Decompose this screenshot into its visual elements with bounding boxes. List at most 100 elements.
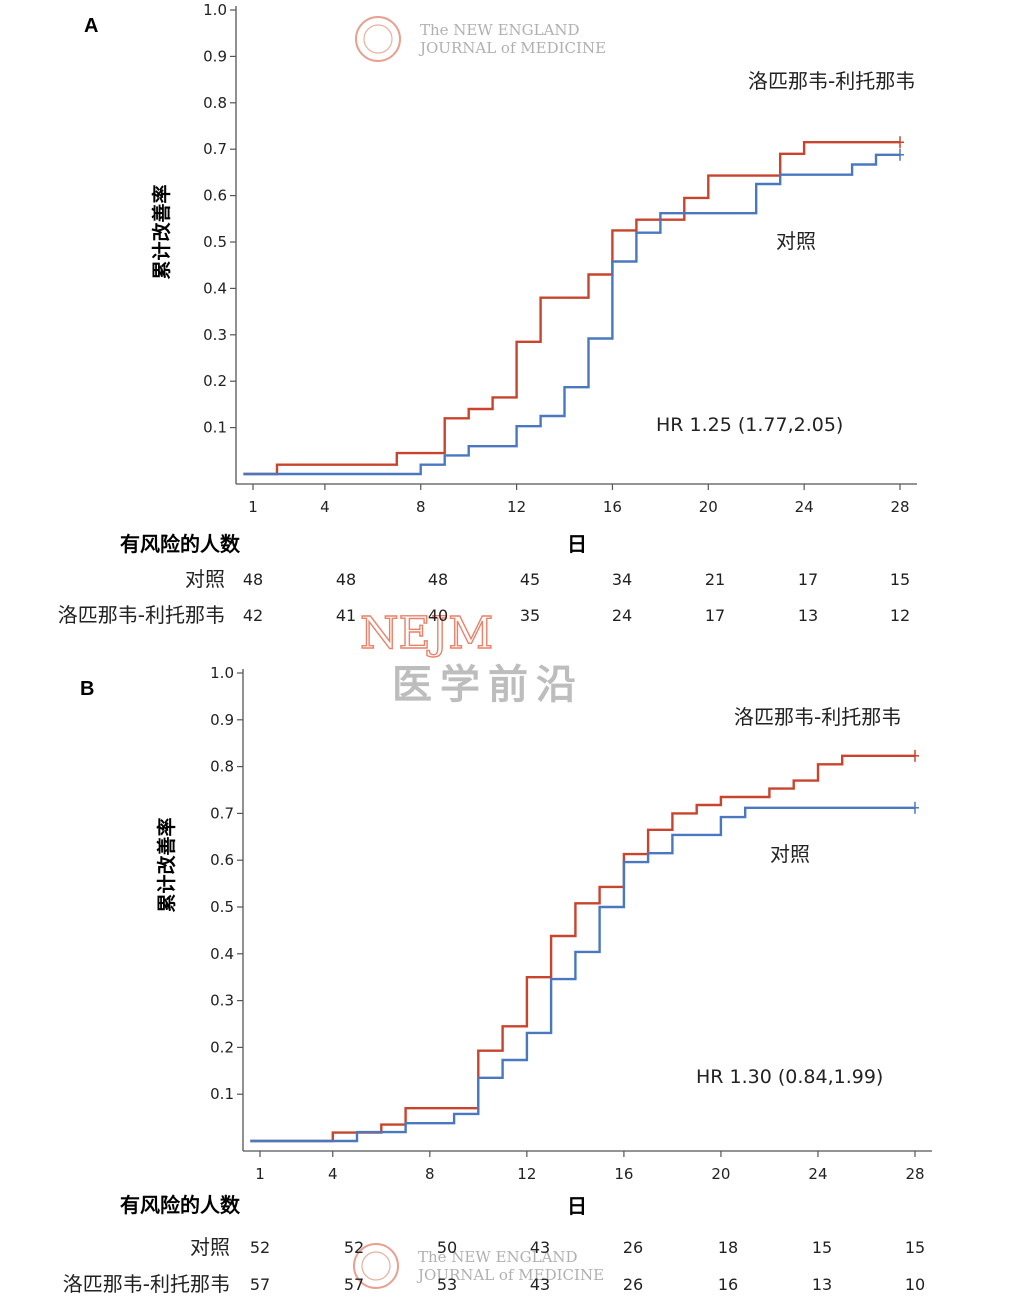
x-tick-label: 20 bbox=[711, 1165, 730, 1183]
y-axis-label: 累计改善率 bbox=[155, 817, 178, 912]
at-risk-value: 57 bbox=[344, 1275, 364, 1294]
y-tick-label: 0.7 bbox=[203, 140, 227, 158]
y-tick-label: 0.2 bbox=[203, 372, 227, 390]
at-risk-value: 15 bbox=[812, 1238, 832, 1257]
at-risk-value: 57 bbox=[250, 1275, 270, 1294]
at-risk-value: 10 bbox=[905, 1275, 925, 1294]
series-label: 对照 bbox=[776, 229, 816, 253]
x-tick-label: 4 bbox=[320, 498, 330, 516]
y-tick-label: 0.5 bbox=[203, 233, 227, 251]
at-risk-row-name: 对照 bbox=[185, 567, 225, 591]
nejm-seal-icon bbox=[355, 16, 401, 62]
series-label: 洛匹那韦-利托那韦 bbox=[734, 705, 901, 729]
y-tick-label: 0.6 bbox=[210, 851, 234, 869]
y-tick-label: 1.0 bbox=[210, 664, 234, 682]
panel-label: A bbox=[84, 15, 98, 37]
at-risk-title: 有风险的人数 bbox=[120, 532, 241, 556]
x-tick-label: 28 bbox=[890, 498, 909, 516]
y-tick-label: 1.0 bbox=[203, 1, 227, 19]
nejm-watermark-bottom: The NEW ENGLAND JOURNAL of MEDICINE bbox=[353, 1243, 604, 1289]
x-tick-label: 12 bbox=[507, 498, 526, 516]
series-line-1 bbox=[250, 806, 915, 1143]
nejm-cn-text: 医学前沿 bbox=[392, 662, 584, 708]
at-risk-value: 24 bbox=[612, 606, 632, 625]
at-risk-value: 34 bbox=[612, 570, 632, 589]
at-risk-value: 17 bbox=[705, 606, 725, 625]
at-risk-value: 17 bbox=[798, 570, 818, 589]
nejm-header-line2: JOURNAL of MEDICINE bbox=[418, 39, 606, 57]
at-risk-value: 52 bbox=[344, 1238, 364, 1257]
y-tick-label: 0.7 bbox=[210, 804, 234, 822]
y-tick-label: 0.8 bbox=[210, 758, 234, 776]
at-risk-row-name: 洛匹那韦-利托那韦 bbox=[63, 1272, 230, 1296]
y-tick-label: 0.9 bbox=[210, 711, 234, 729]
nejm-watermark-middle: NEJM 医学前沿 bbox=[359, 607, 584, 708]
nejm-logo-text: NEJM bbox=[360, 608, 493, 659]
y-tick-label: 0.3 bbox=[210, 992, 234, 1010]
x-tick-label: 20 bbox=[699, 498, 718, 516]
at-risk-value: 53 bbox=[437, 1275, 457, 1294]
at-risk-value: 18 bbox=[718, 1238, 738, 1257]
at-risk-value: 45 bbox=[520, 570, 540, 589]
x-tick-label: 8 bbox=[425, 1165, 435, 1183]
x-tick-label: 24 bbox=[808, 1165, 827, 1183]
at-risk-value: 26 bbox=[623, 1275, 643, 1294]
series-label: 对照 bbox=[770, 842, 810, 866]
at-risk-value: 16 bbox=[718, 1275, 738, 1294]
at-risk-value: 48 bbox=[243, 570, 263, 589]
at-risk-value: 12 bbox=[890, 606, 910, 625]
nejm-watermark-top: The NEW ENGLAND JOURNAL of MEDICINE bbox=[355, 16, 606, 62]
hr-annotation: HR 1.25 (1.77,2.05) bbox=[656, 414, 843, 436]
at-risk-value: 40 bbox=[428, 606, 448, 625]
y-tick-label: 0.6 bbox=[203, 187, 227, 205]
series-label: 洛匹那韦-利托那韦 bbox=[748, 69, 915, 93]
at-risk-value: 13 bbox=[812, 1275, 832, 1294]
x-tick-label: 1 bbox=[248, 498, 258, 516]
nejm-header-line2: JOURNAL of MEDICINE bbox=[416, 1266, 604, 1284]
at-risk-value: 15 bbox=[905, 1238, 925, 1257]
panel-a: A0.10.20.30.40.50.60.70.80.91.01 4 8 12 16 20… bbox=[58, 1, 917, 627]
x-tick-label: 1 bbox=[255, 1165, 265, 1183]
y-axis-label: 累计改善率 bbox=[150, 184, 173, 279]
at-risk-value: 42 bbox=[243, 606, 263, 625]
at-risk-row-name: 洛匹那韦-利托那韦 bbox=[58, 603, 225, 627]
at-risk-value: 13 bbox=[798, 606, 818, 625]
at-risk-value: 50 bbox=[437, 1238, 457, 1257]
at-risk-title: 有风险的人数 bbox=[120, 1193, 241, 1217]
series-line-0 bbox=[250, 754, 915, 1143]
x-tick-label: 16 bbox=[614, 1165, 633, 1183]
at-risk-value: 48 bbox=[428, 570, 448, 589]
y-tick-label: 0.4 bbox=[210, 945, 234, 963]
at-risk-value: 43 bbox=[530, 1275, 550, 1294]
x-tick-label: 4 bbox=[328, 1165, 338, 1183]
y-tick-label: 0.1 bbox=[210, 1085, 234, 1103]
x-tick-label: 8 bbox=[416, 498, 426, 516]
y-tick-label: 0.3 bbox=[203, 326, 227, 344]
series-line-0 bbox=[243, 141, 900, 476]
at-risk-row-name: 对照 bbox=[190, 1235, 230, 1259]
at-risk-value: 26 bbox=[623, 1238, 643, 1257]
nejm-header-line1: The NEW ENGLAND bbox=[420, 21, 580, 39]
at-risk-value: 52 bbox=[250, 1238, 270, 1257]
at-risk-value: 21 bbox=[705, 570, 725, 589]
x-tick-label: 24 bbox=[795, 498, 814, 516]
nejm-seal-icon bbox=[353, 1243, 399, 1289]
y-tick-label: 0.8 bbox=[203, 94, 227, 112]
x-axis-label: 日 bbox=[567, 1194, 587, 1218]
at-risk-value: 43 bbox=[530, 1238, 550, 1257]
panel-label: B bbox=[80, 678, 94, 700]
y-tick-label: 0.1 bbox=[203, 419, 227, 437]
at-risk-value: 35 bbox=[520, 606, 540, 625]
y-tick-label: 0.4 bbox=[203, 279, 227, 297]
at-risk-value: 48 bbox=[336, 570, 356, 589]
at-risk-value: 41 bbox=[336, 606, 356, 625]
y-tick-label: 0.5 bbox=[210, 898, 234, 916]
y-tick-label: 0.9 bbox=[203, 47, 227, 65]
y-tick-label: 0.2 bbox=[210, 1038, 234, 1056]
at-risk-value: 15 bbox=[890, 570, 910, 589]
x-tick-label: 28 bbox=[905, 1165, 924, 1183]
series-line-1 bbox=[243, 153, 900, 476]
nejm-header-line1: The NEW ENGLAND bbox=[418, 1248, 578, 1266]
panel-b: B 0.1 0.2 0.3 0.4 0.5 0.6 0.7 0.8 0.9 1.0 1 4 8 12 16 20… bbox=[63, 664, 932, 1296]
